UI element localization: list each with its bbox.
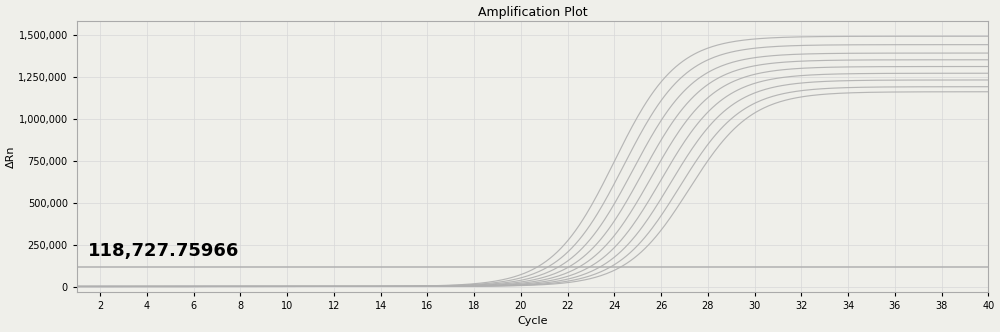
Text: 118,727.75966: 118,727.75966 <box>88 242 240 260</box>
Title: Amplification Plot: Amplification Plot <box>478 6 587 19</box>
X-axis label: Cycle: Cycle <box>517 316 548 326</box>
Y-axis label: ΔRn: ΔRn <box>6 145 16 168</box>
